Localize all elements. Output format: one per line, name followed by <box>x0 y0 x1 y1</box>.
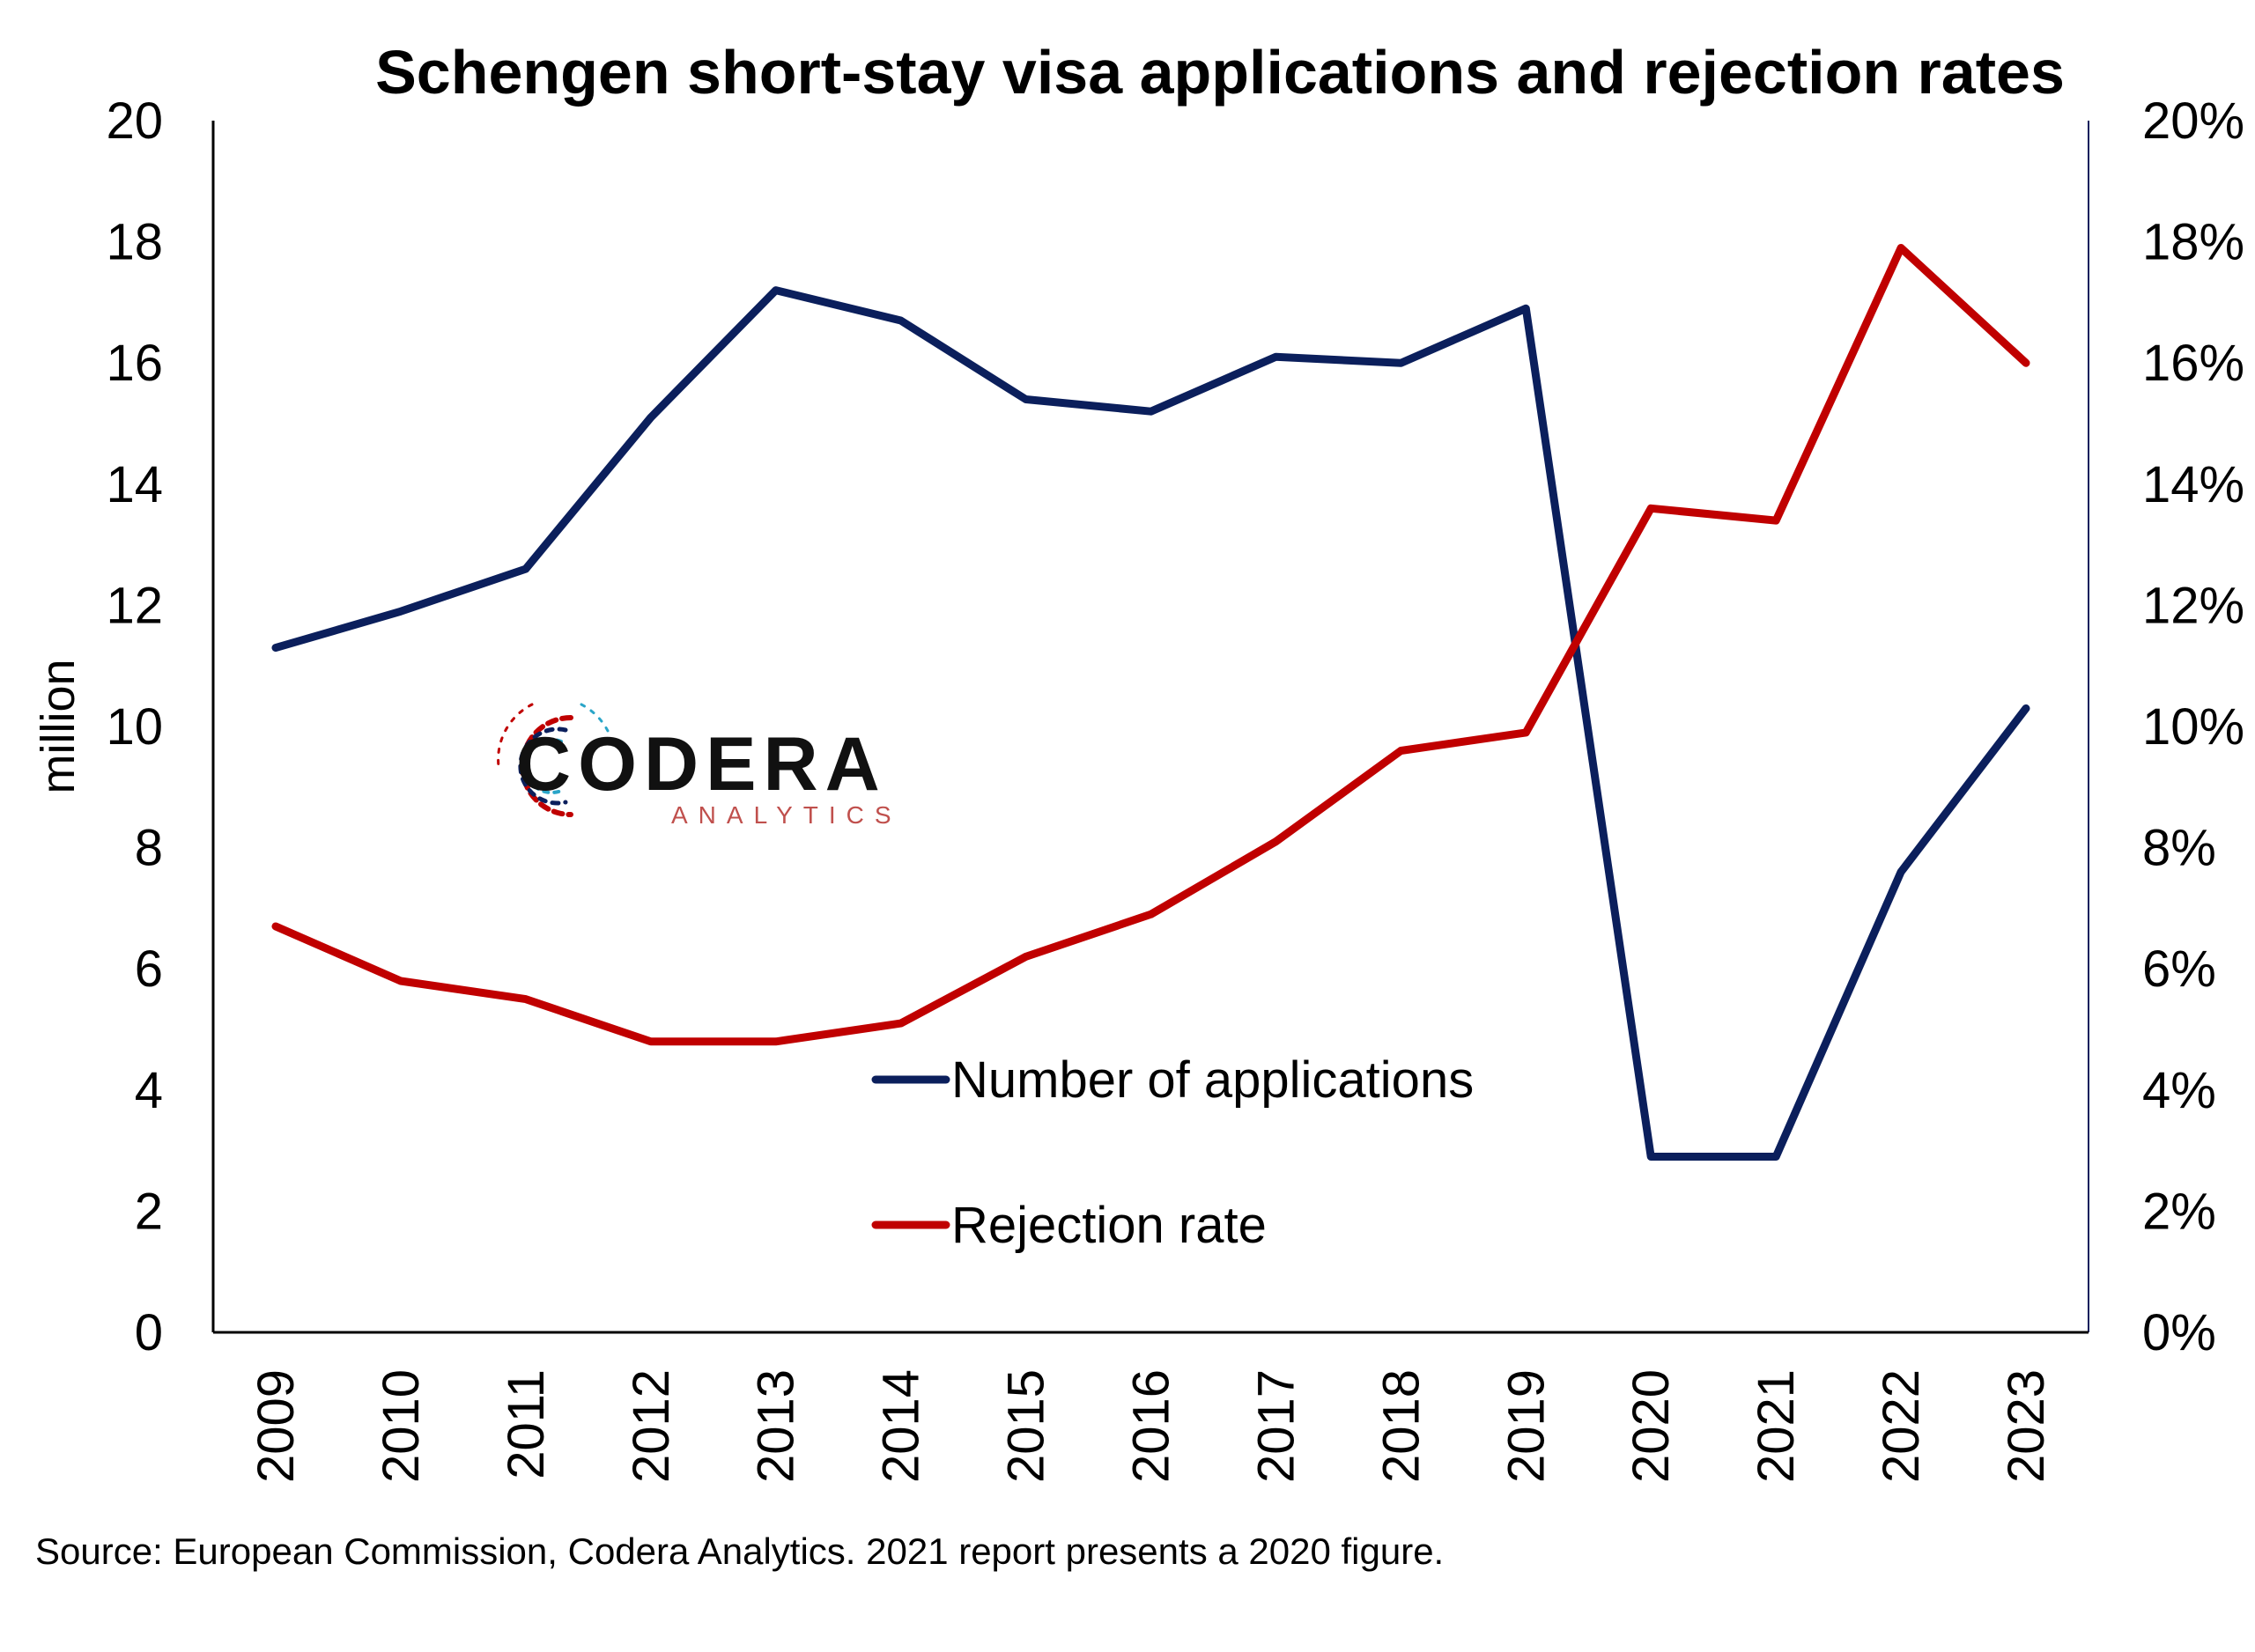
x-tick-label: 2013 <box>748 1369 805 1483</box>
x-tick-label: 2010 <box>373 1369 430 1483</box>
x-tick-label: 2015 <box>998 1369 1055 1483</box>
x-tick-label: 2020 <box>1623 1369 1680 1483</box>
y-tick-label: 10 <box>106 698 163 756</box>
legend-label-applications: Number of applications <box>951 1051 1474 1109</box>
x-tick-label: 2022 <box>1873 1369 1930 1483</box>
y2-tick-label: 6% <box>2142 940 2216 998</box>
x-tick-label: 2012 <box>623 1369 680 1483</box>
x-tick-label: 2016 <box>1123 1369 1180 1483</box>
x-tick-label: 2014 <box>873 1369 930 1483</box>
y-tick-label: 14 <box>106 456 163 513</box>
y-tick-label: 4 <box>135 1062 163 1119</box>
x-tick-label: 2023 <box>1998 1369 2055 1483</box>
y-tick-label: 0 <box>135 1304 163 1361</box>
y-tick-label: 20 <box>106 92 163 150</box>
y-tick-label: 6 <box>135 940 163 998</box>
y2-tick-label: 16% <box>2142 335 2244 392</box>
y-tick-label: 16 <box>106 335 163 392</box>
y-tick-label: 12 <box>106 577 163 634</box>
x-tick-label: 2018 <box>1372 1369 1430 1483</box>
codera-logo: CODERA ANALYTICS <box>497 703 902 829</box>
y2-tick-label: 20% <box>2142 92 2244 150</box>
y2-tick-label: 10% <box>2142 698 2244 756</box>
logo-tagline: ANALYTICS <box>671 801 902 829</box>
y-tick-label: 18 <box>106 214 163 271</box>
y-tick-labels-left: 0 2 4 6 8 10 12 14 16 18 20 <box>106 92 163 1361</box>
y-tick-label: 8 <box>135 820 163 877</box>
x-tick-labels: 2009 2010 2011 2012 2013 2014 2015 2016 2017 2018… <box>248 1369 2055 1483</box>
x-tick-label: 2019 <box>1497 1369 1555 1483</box>
legend-item-rejection: Rejection rate <box>871 1197 1267 1254</box>
legend-item-applications: Number of applications <box>871 1051 1474 1109</box>
y2-tick-label: 14% <box>2142 456 2244 513</box>
x-tick-label: 2009 <box>248 1369 305 1483</box>
legend-label-rejection: Rejection rate <box>951 1197 1267 1254</box>
y2-tick-label: 8% <box>2142 820 2216 877</box>
y2-tick-label: 12% <box>2142 577 2244 634</box>
series-line-applications <box>271 286 2030 1161</box>
x-tick-label: 2011 <box>498 1369 555 1479</box>
y2-tick-label: 4% <box>2142 1062 2216 1119</box>
y2-tick-label: 0% <box>2142 1304 2216 1361</box>
y-tick-label: 2 <box>135 1183 163 1240</box>
logo-name: CODERA <box>516 722 887 807</box>
x-tick-label: 2021 <box>1748 1369 1805 1483</box>
y2-tick-label: 2% <box>2142 1183 2216 1240</box>
logo-arc-icon <box>497 703 610 817</box>
series-line-rejection-rate <box>271 244 2030 1046</box>
source-note: Source: European Commission, Codera Anal… <box>35 1530 1444 1572</box>
chart-title: Schengen short-stay visa applications an… <box>375 38 2065 107</box>
x-tick-label: 2017 <box>1247 1369 1305 1483</box>
series-layer <box>271 244 2030 1161</box>
axes <box>211 121 2089 1334</box>
legend: Number of applications Rejection rate <box>871 1051 1474 1254</box>
y-tick-labels-right: 0% 2% 4% 6% 8% 10% 12% 14% 16% 18% 20% <box>2142 92 2244 1361</box>
y-axis-label: million <box>32 659 85 793</box>
y2-tick-label: 18% <box>2142 214 2244 271</box>
